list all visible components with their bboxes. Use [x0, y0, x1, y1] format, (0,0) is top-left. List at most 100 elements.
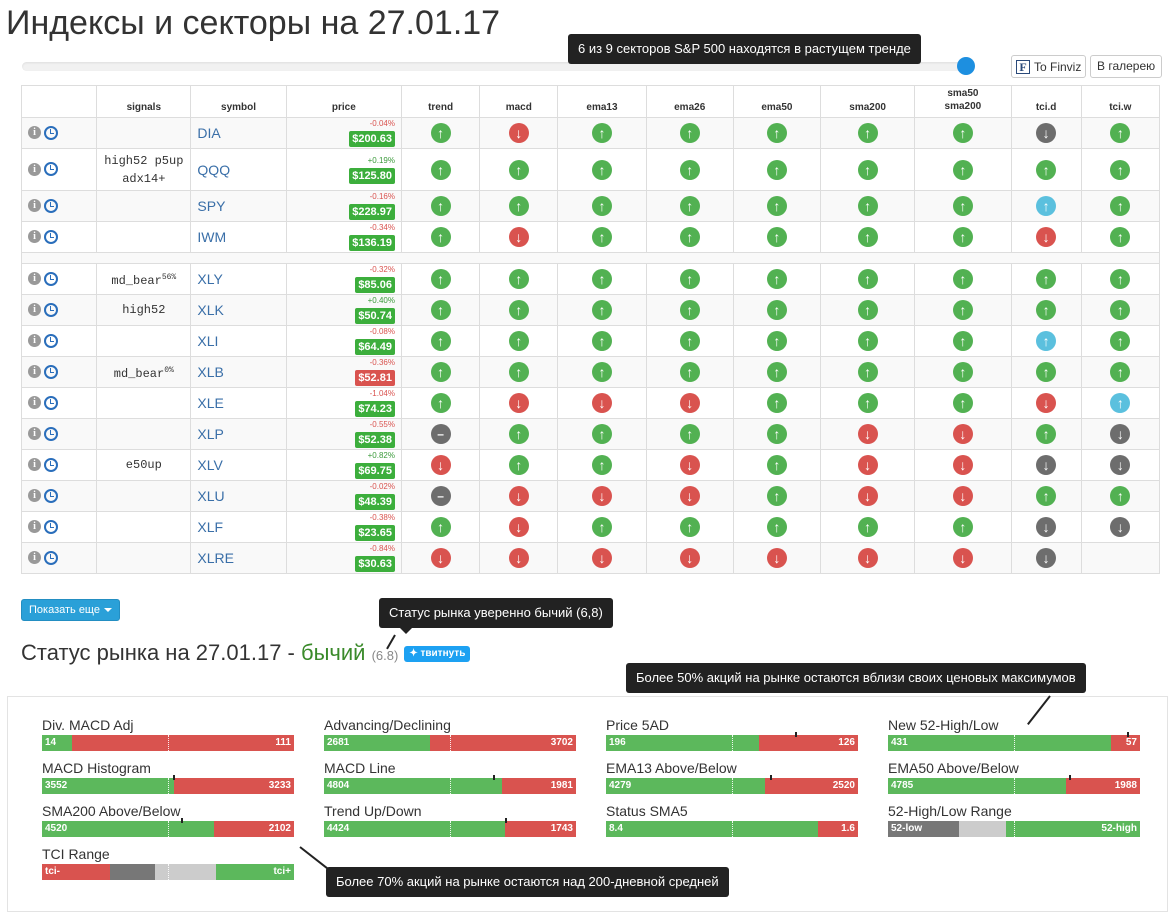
info-icon[interactable]: i	[28, 458, 41, 472]
arrow-up-green-icon[interactable]: ↑	[766, 300, 787, 320]
arrow-up-green-icon[interactable]: ↑	[857, 196, 878, 216]
arrow-up-green-icon[interactable]: ↑	[857, 331, 878, 351]
clock-icon[interactable]	[44, 457, 58, 472]
clock-icon[interactable]	[44, 198, 58, 213]
arrow-up-green-icon[interactable]: ↑	[508, 455, 529, 475]
symbol-link[interactable]: XLE	[190, 387, 287, 419]
arrow-down-gray-icon[interactable]: ↓	[1036, 123, 1057, 143]
arrow-up-green-icon[interactable]: ↑	[591, 455, 612, 475]
clock-icon[interactable]	[44, 162, 58, 177]
neutral-dash-icon[interactable]: –	[430, 486, 451, 506]
symbol-link[interactable]: XLY	[190, 263, 287, 295]
arrow-up-green-icon[interactable]: ↑	[430, 269, 451, 289]
arrow-up-green-icon[interactable]: ↑	[591, 159, 612, 180]
arrow-up-green-icon[interactable]: ↑	[679, 331, 700, 351]
arrow-up-green-icon[interactable]: ↑	[508, 159, 529, 180]
arrow-up-green-icon[interactable]: ↑	[430, 362, 451, 382]
tweet-button[interactable]: ✦ твитнуть	[404, 646, 471, 663]
info-icon[interactable]: i	[28, 489, 41, 503]
arrow-down-red-icon[interactable]: ↓	[591, 393, 612, 413]
arrow-up-green-icon[interactable]: ↑	[679, 159, 700, 180]
arrow-up-green-icon[interactable]: ↑	[952, 517, 973, 537]
arrow-down-red-icon[interactable]: ↓	[508, 227, 529, 247]
arrow-up-green-icon[interactable]: ↑	[430, 331, 451, 351]
arrow-up-green-icon[interactable]: ↑	[766, 362, 787, 382]
arrow-up-green-icon[interactable]: ↑	[679, 424, 700, 444]
symbol-link[interactable]: XLRE	[190, 542, 287, 574]
arrow-up-green-icon[interactable]: ↑	[1036, 424, 1057, 444]
arrow-up-green-icon[interactable]: ↑	[591, 331, 612, 351]
arrow-up-green-icon[interactable]: ↑	[679, 300, 700, 320]
arrow-up-green-icon[interactable]: ↑	[1110, 486, 1131, 506]
arrow-up-green-icon[interactable]: ↑	[857, 123, 878, 143]
info-icon[interactable]: i	[28, 162, 41, 176]
arrow-down-red-icon[interactable]: ↓	[952, 455, 973, 475]
arrow-up-green-icon[interactable]: ↑	[679, 517, 700, 537]
arrow-down-red-icon[interactable]: ↓	[430, 548, 451, 568]
info-icon[interactable]: i	[28, 365, 41, 379]
arrow-up-green-icon[interactable]: ↑	[679, 123, 700, 143]
arrow-down-red-icon[interactable]: ↓	[591, 486, 612, 506]
arrow-down-red-icon[interactable]: ↓	[679, 393, 700, 413]
arrow-up-green-icon[interactable]: ↑	[1036, 362, 1057, 382]
arrow-down-gray-icon[interactable]: ↓	[1110, 517, 1131, 537]
symbol-link[interactable]: XLF	[190, 511, 287, 543]
arrow-up-green-icon[interactable]: ↑	[766, 196, 787, 216]
arrow-up-green-icon[interactable]: ↑	[430, 159, 451, 180]
arrow-down-red-icon[interactable]: ↓	[857, 548, 878, 568]
arrow-down-red-icon[interactable]: ↓	[679, 455, 700, 475]
arrow-up-green-icon[interactable]: ↑	[1110, 159, 1131, 180]
symbol-link[interactable]: SPY	[190, 190, 287, 222]
clock-icon[interactable]	[44, 271, 58, 286]
arrow-up-green-icon[interactable]: ↑	[766, 424, 787, 444]
arrow-up-green-icon[interactable]: ↑	[508, 424, 529, 444]
arrow-up-green-icon[interactable]: ↑	[1110, 362, 1131, 382]
arrow-up-green-icon[interactable]: ↑	[679, 362, 700, 382]
arrow-down-red-icon[interactable]: ↓	[679, 548, 700, 568]
arrow-down-red-icon[interactable]: ↓	[857, 455, 878, 475]
arrow-down-red-icon[interactable]: ↓	[766, 548, 787, 568]
arrow-up-green-icon[interactable]: ↑	[766, 455, 787, 475]
arrow-up-green-icon[interactable]: ↑	[508, 269, 529, 289]
arrow-up-green-icon[interactable]: ↑	[679, 196, 700, 216]
gallery-button[interactable]: В галерею	[1090, 55, 1163, 78]
arrow-up-green-icon[interactable]: ↑	[1036, 300, 1057, 320]
info-icon[interactable]: i	[28, 272, 41, 286]
arrow-up-green-icon[interactable]: ↑	[508, 362, 529, 382]
info-icon[interactable]: i	[28, 199, 41, 213]
clock-icon[interactable]	[44, 395, 58, 410]
arrow-up-green-icon[interactable]: ↑	[952, 393, 973, 413]
arrow-down-red-icon[interactable]: ↓	[508, 548, 529, 568]
arrow-up-green-icon[interactable]: ↑	[857, 517, 878, 537]
arrow-down-red-icon[interactable]: ↓	[952, 424, 973, 444]
arrow-up-green-icon[interactable]: ↑	[591, 362, 612, 382]
arrow-down-red-icon[interactable]: ↓	[952, 486, 973, 506]
arrow-up-green-icon[interactable]: ↑	[766, 159, 787, 180]
arrow-up-green-icon[interactable]: ↑	[952, 331, 973, 351]
symbol-link[interactable]: XLP	[190, 418, 287, 450]
info-icon[interactable]: i	[28, 230, 41, 244]
arrow-up-green-icon[interactable]: ↑	[766, 227, 787, 247]
clock-icon[interactable]	[44, 364, 58, 379]
arrow-down-gray-icon[interactable]: ↓	[1110, 424, 1131, 444]
info-icon[interactable]: i	[28, 126, 41, 140]
info-icon[interactable]: i	[28, 427, 41, 441]
symbol-link[interactable]: IWM	[190, 221, 287, 253]
arrow-up-green-icon[interactable]: ↑	[430, 123, 451, 143]
clock-icon[interactable]	[44, 333, 58, 348]
arrow-up-green-icon[interactable]: ↑	[430, 393, 451, 413]
arrow-up-green-icon[interactable]: ↑	[1110, 123, 1131, 143]
clock-icon[interactable]	[44, 488, 58, 503]
symbol-link[interactable]: XLU	[190, 480, 287, 512]
arrow-up-green-icon[interactable]: ↑	[1110, 300, 1131, 320]
trend-progress-knob[interactable]	[957, 57, 975, 75]
arrow-up-blue-icon[interactable]: ↑	[1036, 196, 1057, 216]
finviz-button[interactable]: F To Finviz	[1011, 55, 1087, 78]
arrow-down-red-icon[interactable]: ↓	[857, 424, 878, 444]
arrow-up-green-icon[interactable]: ↑	[857, 393, 878, 413]
info-icon[interactable]: i	[28, 303, 41, 317]
arrow-down-red-icon[interactable]: ↓	[1036, 227, 1057, 247]
arrow-down-red-icon[interactable]: ↓	[857, 486, 878, 506]
info-icon[interactable]: i	[28, 334, 41, 348]
symbol-link[interactable]: XLB	[190, 356, 287, 388]
